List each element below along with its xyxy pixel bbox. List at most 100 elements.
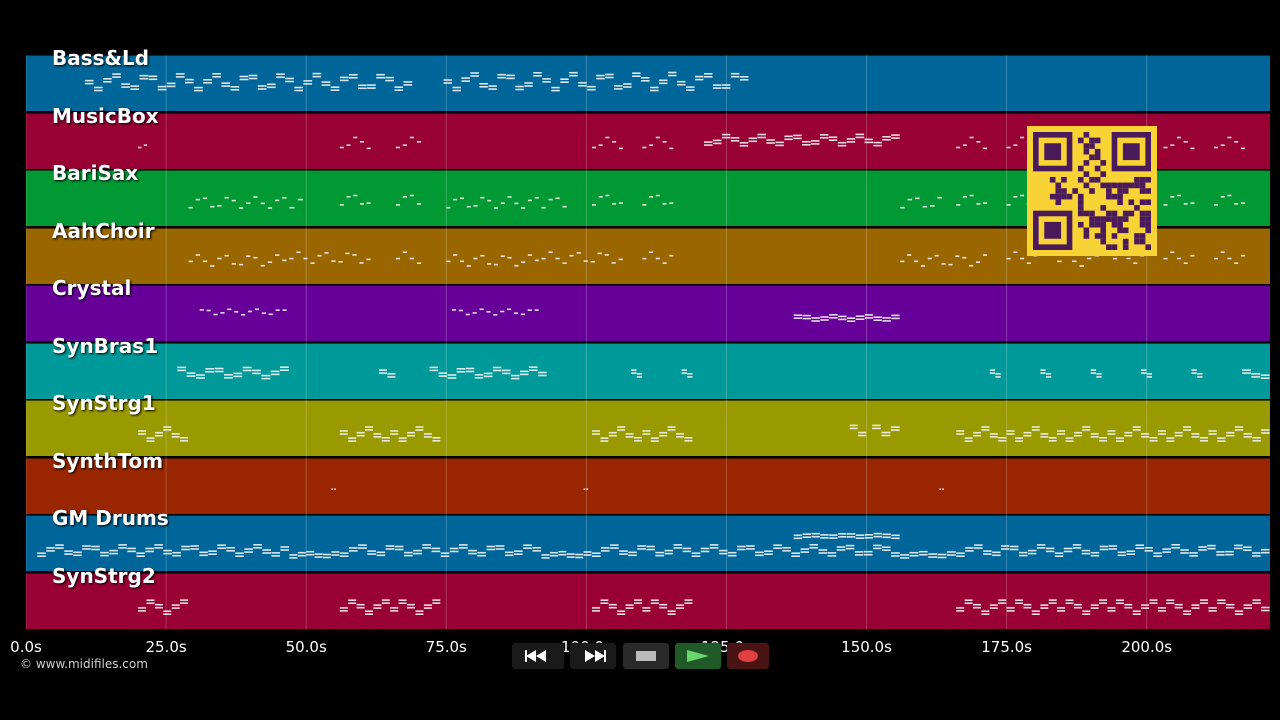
track-row[interactable]: SynBras1 — [26, 334, 1270, 399]
note — [1190, 202, 1195, 204]
note — [811, 317, 820, 319]
stop-button[interactable] — [623, 643, 669, 669]
time-tick-label: 75.0s — [425, 638, 467, 656]
note — [358, 544, 367, 546]
note — [1019, 551, 1028, 554]
note — [280, 546, 289, 548]
note — [190, 545, 199, 547]
note-cluster — [177, 365, 289, 379]
track-row[interactable]: Crystal — [26, 276, 1270, 341]
note-cluster — [331, 487, 336, 490]
note — [691, 555, 701, 557]
note — [676, 433, 684, 435]
note — [166, 82, 176, 85]
note — [1006, 257, 1011, 259]
track-row[interactable]: GM Drums — [26, 506, 1270, 571]
note — [84, 79, 94, 82]
note — [1126, 550, 1135, 552]
note — [900, 206, 905, 209]
note — [330, 86, 340, 88]
note — [520, 313, 525, 316]
track-timeline[interactable]: Bass&Ld MusicBox BariSax AahChoir Crystal Syn… — [26, 46, 1270, 630]
note — [995, 372, 1001, 375]
note — [1027, 552, 1037, 555]
play-button[interactable] — [675, 643, 721, 669]
note — [163, 549, 172, 552]
note — [338, 260, 343, 263]
track-row[interactable]: SynStrg2 — [26, 564, 1270, 629]
note — [109, 549, 118, 552]
note — [208, 550, 217, 552]
record-button[interactable] — [727, 643, 769, 669]
note — [614, 88, 623, 90]
fast-forward-button[interactable] — [570, 643, 616, 669]
note — [527, 309, 532, 311]
note — [395, 257, 400, 259]
note — [845, 547, 855, 550]
note — [180, 598, 189, 601]
note — [487, 199, 492, 202]
note — [855, 534, 865, 536]
note — [381, 598, 390, 601]
note-cluster — [541, 197, 567, 209]
note — [1226, 431, 1235, 434]
note — [600, 601, 609, 604]
note — [989, 606, 998, 609]
note — [1079, 264, 1084, 267]
note — [394, 86, 404, 88]
note — [1013, 250, 1018, 253]
note — [1013, 196, 1018, 198]
note — [387, 372, 396, 375]
note — [900, 557, 910, 559]
note — [154, 431, 163, 434]
note — [334, 487, 336, 490]
note — [642, 146, 647, 148]
note — [560, 78, 569, 80]
note — [413, 552, 422, 555]
note — [294, 86, 303, 89]
note — [632, 72, 641, 74]
note — [596, 77, 605, 80]
note — [937, 196, 942, 199]
note — [730, 136, 740, 139]
note — [1135, 547, 1144, 549]
track-row[interactable]: Bass&Ld — [26, 46, 1270, 111]
note — [323, 553, 331, 556]
note — [891, 552, 900, 554]
note — [479, 86, 488, 88]
note — [521, 260, 526, 263]
note — [709, 544, 719, 546]
note — [91, 545, 100, 548]
note — [592, 146, 596, 148]
note — [956, 555, 965, 557]
note — [449, 550, 459, 553]
note — [1180, 549, 1189, 551]
note — [387, 375, 396, 378]
note — [1124, 434, 1133, 437]
note — [127, 550, 136, 553]
track-label: SynStrg2 — [52, 563, 156, 588]
note — [479, 308, 484, 311]
track-row[interactable]: SynthTom — [26, 449, 1270, 514]
note — [937, 556, 947, 559]
note — [398, 440, 407, 442]
note-cluster — [339, 544, 542, 557]
note — [811, 320, 820, 322]
note — [1036, 544, 1046, 546]
rewind-button[interactable] — [512, 643, 564, 669]
note — [1214, 146, 1218, 148]
track-row[interactable]: SynStrg1 — [26, 391, 1270, 456]
note — [625, 433, 634, 435]
note — [112, 73, 121, 75]
note — [492, 366, 502, 368]
note — [220, 312, 225, 314]
note — [956, 146, 961, 148]
note — [1108, 548, 1118, 550]
note — [285, 77, 294, 80]
note — [560, 81, 569, 83]
note — [271, 555, 280, 557]
note — [1200, 437, 1208, 439]
note — [331, 487, 334, 490]
note — [1170, 143, 1175, 146]
note-cluster — [289, 198, 303, 209]
